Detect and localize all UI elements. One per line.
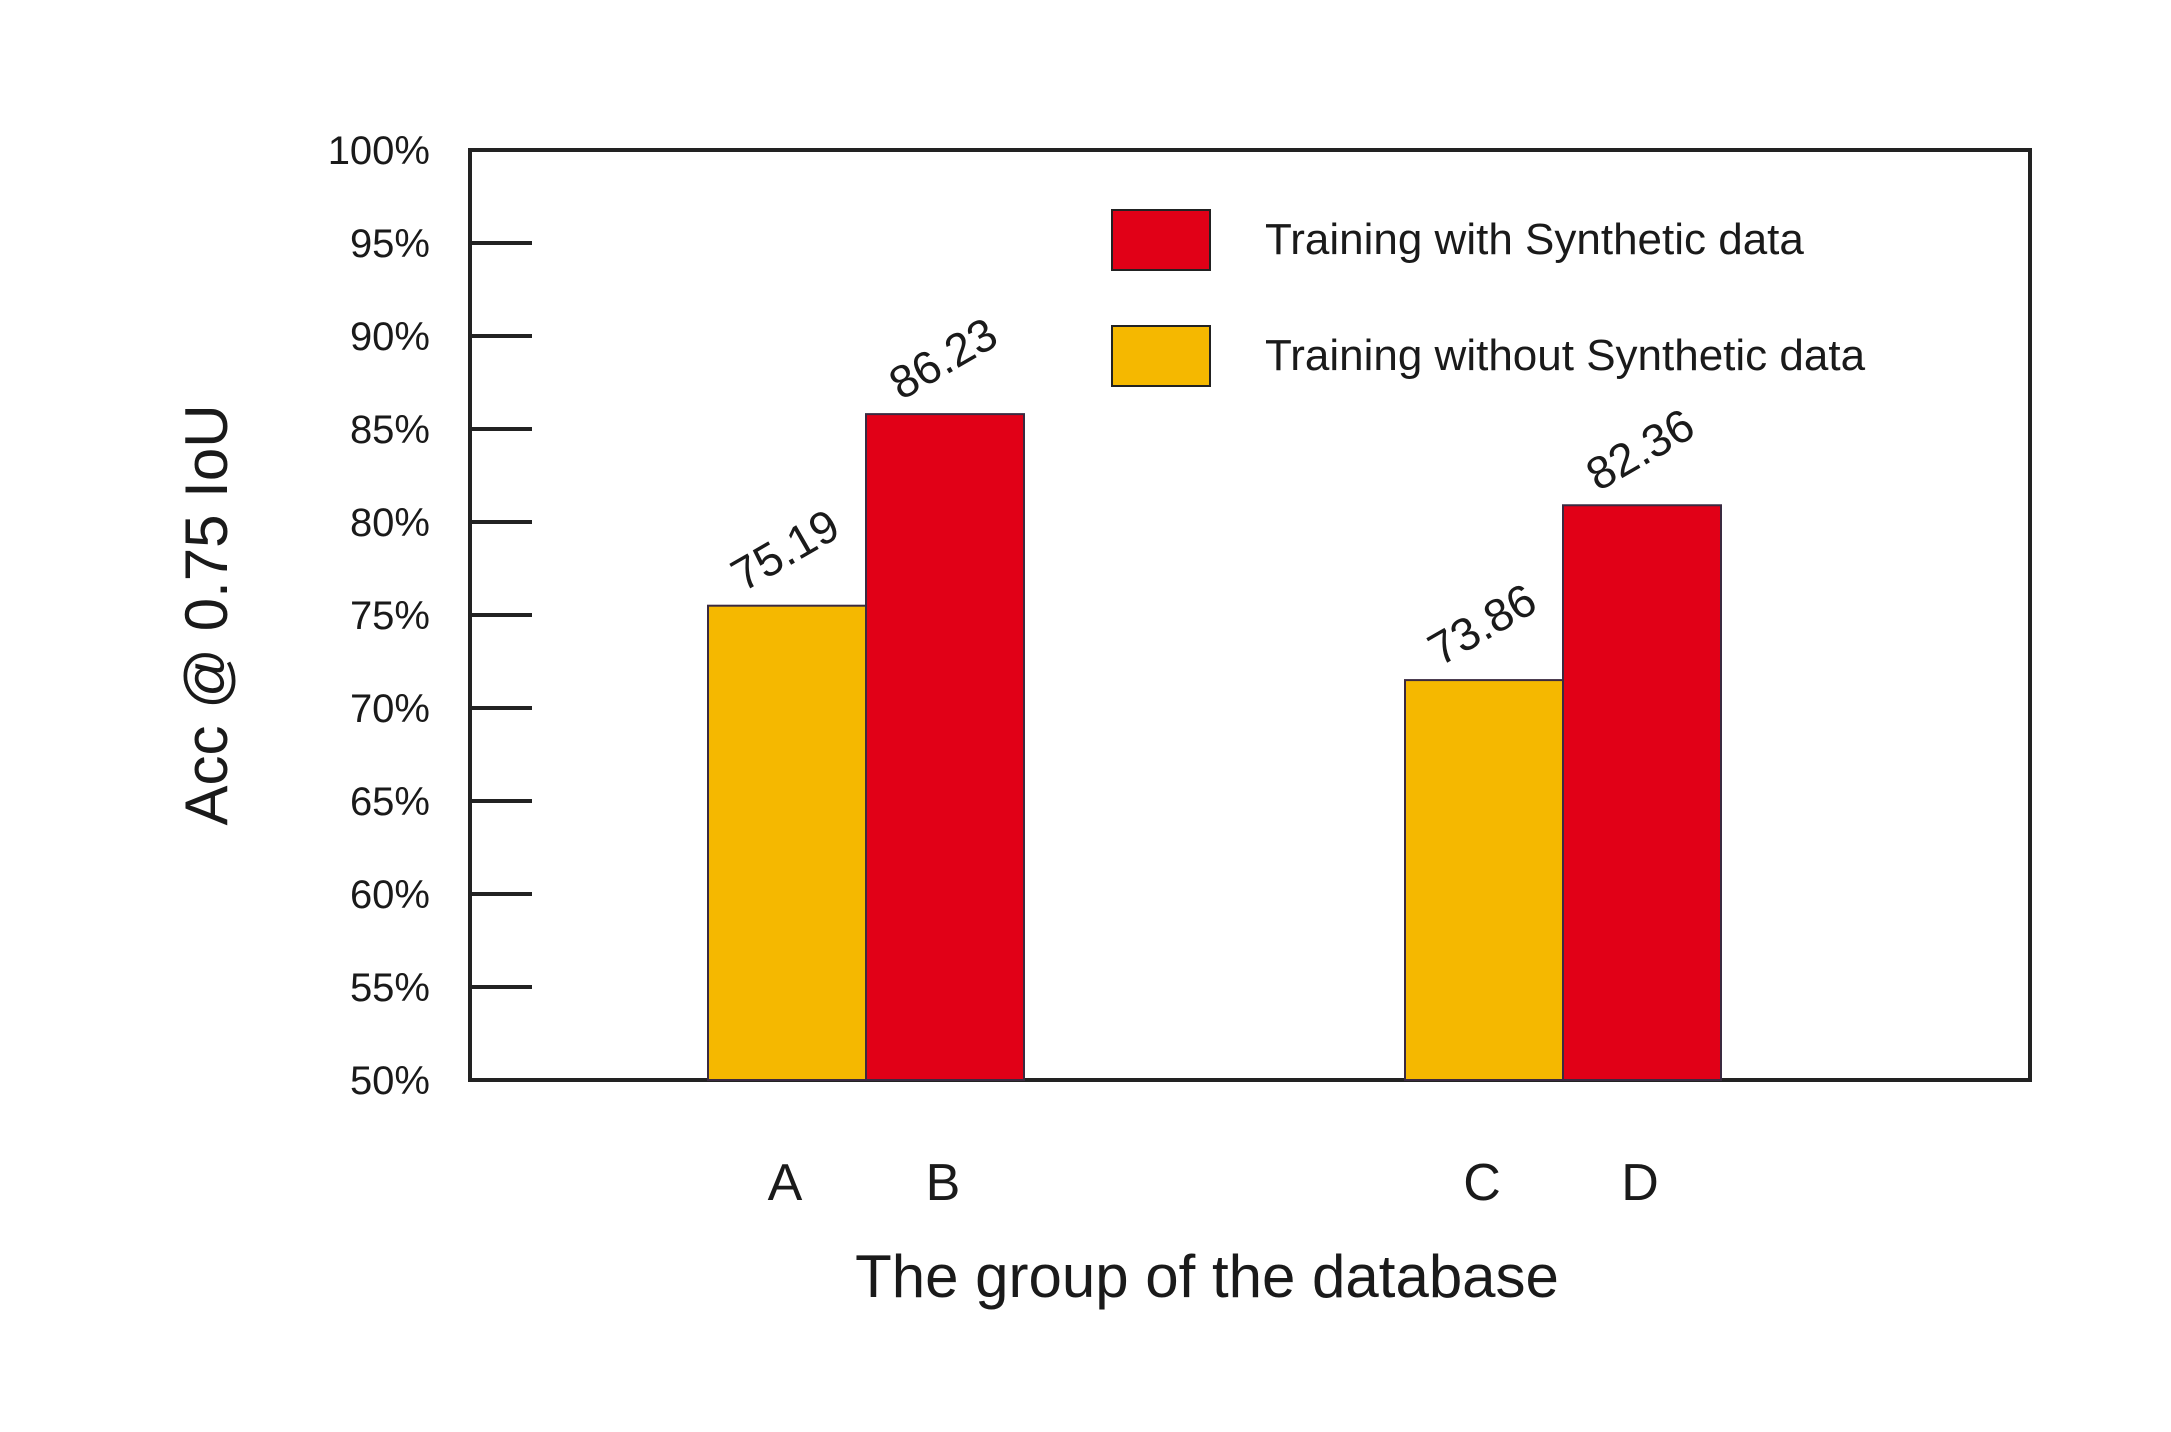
x-category-label-A: A — [768, 1154, 803, 1212]
bar-D — [1562, 504, 1722, 1081]
y-tick-label-55: 55% — [350, 966, 430, 1010]
y-tick-label-50: 50% — [350, 1059, 430, 1103]
y-tick-label-80: 80% — [350, 501, 430, 545]
legend-label-with-synthetic: Training with Synthetic data — [1265, 215, 1804, 264]
bars — [707, 413, 1722, 1081]
y-tick-label-90: 90% — [350, 315, 430, 359]
bar-B — [865, 413, 1025, 1081]
y-tick-label-100: 100% — [328, 129, 430, 173]
x-category-label-B: B — [926, 1154, 961, 1212]
bar-A — [707, 604, 867, 1081]
x-axis-category-labels: A B C D — [768, 1154, 1659, 1212]
legend-swatch-without-synthetic — [1111, 325, 1211, 387]
x-category-label-C: C — [1463, 1154, 1501, 1212]
x-axis-title: The group of the database — [855, 1243, 1559, 1310]
y-axis-title: Acc @ 0.75 IoU — [173, 404, 240, 825]
y-axis-ticks — [470, 241, 532, 989]
legend-swatch-with-synthetic — [1111, 209, 1211, 271]
y-tick-label-60: 60% — [350, 873, 430, 917]
y-tick-label-95: 95% — [350, 222, 430, 266]
legend: Training with Synthetic data Training wi… — [1111, 209, 1866, 387]
x-category-label-D: D — [1621, 1154, 1659, 1212]
y-tick-label-65: 65% — [350, 780, 430, 824]
y-tick-label-85: 85% — [350, 408, 430, 452]
y-axis-tick-labels: 50% 55% 60% 65% 70% 75% 80% 85% 90% 95% 100% — [328, 129, 430, 1103]
bar-C — [1404, 679, 1564, 1081]
legend-label-without-synthetic: Training without Synthetic data — [1265, 331, 1866, 380]
y-tick-label-75: 75% — [350, 594, 430, 638]
y-tick-label-70: 70% — [350, 687, 430, 731]
